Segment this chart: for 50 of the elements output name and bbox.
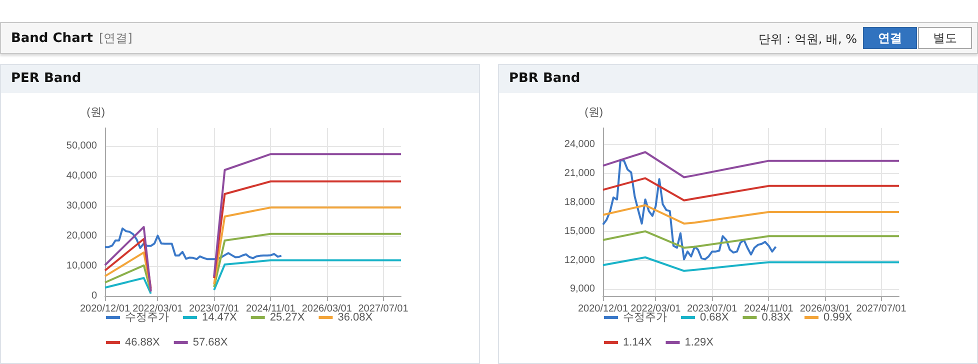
line-series: [602, 204, 900, 225]
text: 연결: [863, 27, 917, 49]
line-series: [104, 228, 282, 260]
line-series: [602, 177, 900, 202]
y-axis-title: (원): [584, 106, 603, 118]
x-tick-label: 2023/07/01: [687, 304, 738, 314]
x-tick-label: 2020/12/01: [578, 304, 628, 314]
y-tick-label: 30,000: [66, 200, 98, 212]
legend-label: 수정주가: [125, 312, 169, 324]
legend-label: 57.68X: [192, 336, 228, 348]
x-tick-label: 2027/07/01: [358, 304, 409, 314]
legend-label: 0.83X: [762, 312, 792, 324]
text: [연결]: [98, 31, 132, 45]
line-series: [602, 256, 900, 272]
legend-label: 0.68X: [700, 312, 730, 324]
x-tick-label: 2024/11/01: [246, 304, 296, 314]
y-tick-label: 40,000: [66, 170, 98, 182]
x-tick-label: 2023/07/01: [189, 304, 240, 314]
y-tick-label: 20,000: [66, 230, 98, 242]
y-tick-label: 15,000: [564, 226, 596, 237]
line-series: [602, 158, 777, 260]
x-tick-label: 2027/07/01: [856, 304, 907, 314]
line-series: [602, 151, 900, 178]
line-series: [602, 230, 900, 249]
legend-label: 수정주가: [623, 312, 667, 324]
chart-title: PBR Band: [499, 65, 977, 93]
legend-label: 1.14X: [623, 336, 652, 348]
y-tick-label: 21,000: [564, 168, 596, 179]
y-tick-label: 12,000: [564, 254, 596, 266]
y-tick-label: 50,000: [66, 140, 98, 152]
text: 별도: [918, 27, 972, 49]
y-tick-label: 9,000: [570, 284, 596, 295]
x-tick-label: 2024/11/01: [744, 304, 794, 314]
y-tick-label: 24,000: [564, 138, 596, 150]
x-tick-label: 2026/03/01: [800, 304, 850, 314]
x-tick-label: 2026/03/01: [302, 304, 352, 314]
legend-label: 25.27X: [270, 312, 306, 324]
y-axis-title: (원): [86, 106, 105, 118]
legend-label: 1.29X: [684, 336, 714, 348]
y-tick-label: 0: [91, 290, 98, 302]
legend-label: 36.08X: [338, 312, 374, 324]
legend-label: 46.88X: [125, 336, 161, 348]
legend-label: 0.99X: [823, 312, 853, 324]
legend-label: 14.47X: [202, 312, 238, 324]
x-tick-label: 2020/12/01: [80, 304, 130, 314]
chart-title: PER Band: [1, 65, 479, 93]
text: Band Chart: [11, 31, 93, 46]
y-tick-label: 10,000: [66, 260, 98, 272]
y-tick-label: 18,000: [564, 196, 596, 208]
text: 단위 : 억원, 배, %: [758, 31, 857, 48]
